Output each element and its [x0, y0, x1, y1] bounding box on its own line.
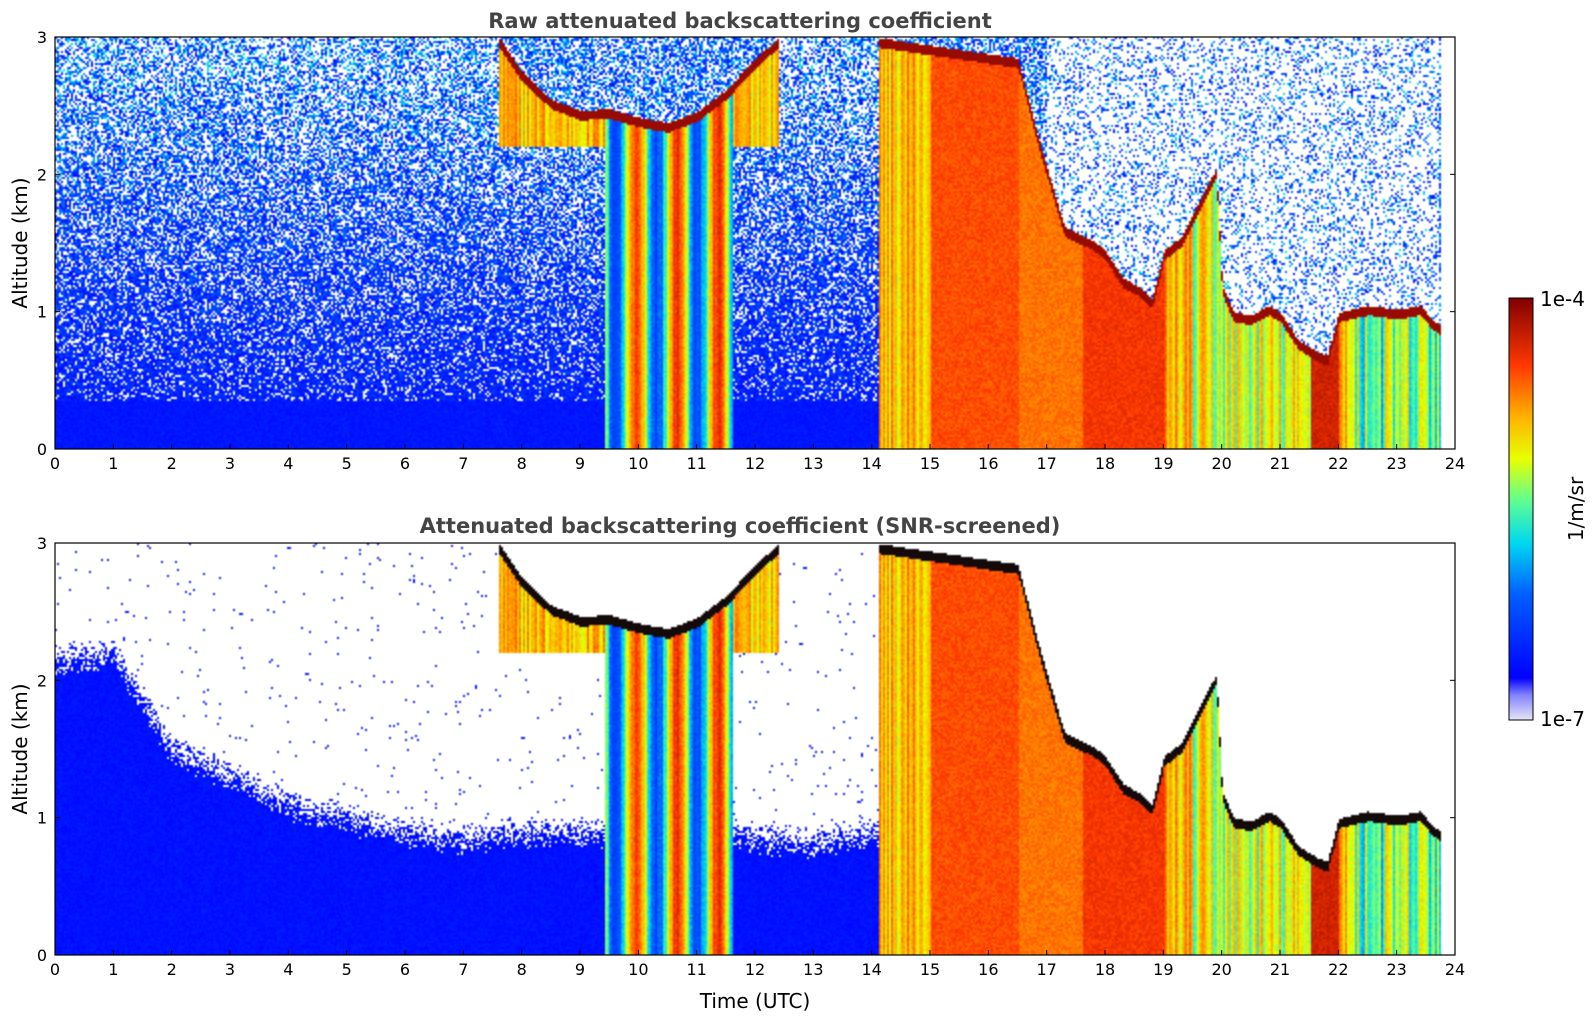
x-tick-label: 16: [978, 960, 998, 979]
y-tick-label: 0: [37, 440, 47, 459]
x-tick-label: 21: [1270, 960, 1290, 979]
x-tick-label: 15: [920, 454, 940, 473]
x-tick-label: 6: [400, 960, 410, 979]
x-tick-label: 2: [167, 960, 177, 979]
x-tick-label: 13: [803, 454, 823, 473]
x-tick-label: 7: [458, 454, 468, 473]
raw-panel-title: Raw attenuated backscattering coefficien…: [488, 9, 992, 33]
x-tick-label: 13: [803, 960, 823, 979]
colorbar-gradient: [1508, 297, 1534, 721]
x-tick-label: 9: [575, 454, 585, 473]
x-tick-label: 19: [1153, 960, 1173, 979]
x-tick-label: 14: [861, 960, 881, 979]
y-tick-label: 2: [37, 671, 47, 690]
x-tick-label: 12: [745, 960, 765, 979]
y-tick-label: 0: [37, 946, 47, 965]
x-tick-label: 6: [400, 454, 410, 473]
x-tick-label: 3: [225, 454, 235, 473]
x-tick-label: 8: [517, 454, 527, 473]
screened-panel: Attenuated backscattering coefficient (S…: [8, 514, 1465, 1013]
x-tick-label: 19: [1153, 454, 1173, 473]
colorbar-max-label: 1e-4: [1540, 287, 1585, 311]
x-tick-label: 2: [167, 454, 177, 473]
x-tick-label: 16: [978, 454, 998, 473]
x-tick-label: 23: [1386, 454, 1406, 473]
x-tick-label: 20: [1211, 454, 1231, 473]
screened-axes: 0 1 2 3 4 5 6 7 8 9 10 11 12 13 14 15 16 17 18 19 20 21 22 23 24…: [37, 534, 1465, 979]
x-tick-label: 1: [108, 960, 118, 979]
x-tick-label: 9: [575, 960, 585, 979]
x-tick-label: 4: [283, 454, 293, 473]
screened-y-axis-label: Altitude (km): [8, 683, 32, 814]
x-tick-label: 17: [1036, 454, 1056, 473]
colorbar-unit-label: 1/m/sr: [1564, 476, 1588, 541]
x-tick-label: 11: [686, 960, 706, 979]
y-tick-label: 1: [37, 303, 47, 322]
screened-heatmap: [55, 543, 1455, 955]
screened-panel-title: Attenuated backscattering coefficient (S…: [420, 514, 1061, 538]
y-tick-label: 3: [37, 28, 47, 47]
raw-axes: 0 1 2 3 4 5 6 7 8 9 10 11 12 13 14 15 16 17 18 19 20 21 22 23 24…: [37, 28, 1465, 473]
x-tick-label: 3: [225, 960, 235, 979]
raw-panel: Raw attenuated backscattering coefficien…: [8, 9, 1465, 473]
x-tick-label: 5: [342, 454, 352, 473]
x-tick-label: 22: [1328, 454, 1348, 473]
x-axis-label: Time (UTC): [699, 989, 811, 1013]
y-tick-label: 3: [37, 534, 47, 553]
x-tick-label: 15: [920, 960, 940, 979]
x-tick-label: 1: [108, 454, 118, 473]
x-tick-label: 4: [283, 960, 293, 979]
x-tick-label: 23: [1386, 960, 1406, 979]
x-tick-label: 17: [1036, 960, 1056, 979]
x-tick-label: 5: [342, 960, 352, 979]
raw-y-axis-label: Altitude (km): [8, 177, 32, 308]
x-tick-label: 18: [1095, 454, 1115, 473]
colorbar-min-label: 1e-7: [1540, 707, 1585, 731]
x-tick-label: 22: [1328, 960, 1348, 979]
x-tick-label: 10: [628, 454, 648, 473]
x-tick-label: 21: [1270, 454, 1290, 473]
x-tick-label: 20: [1211, 960, 1231, 979]
colorbar: 1e-4 1e-7 1/m/sr: [1508, 287, 1588, 731]
x-tick-label: 24: [1445, 454, 1465, 473]
x-tick-label: 14: [861, 454, 881, 473]
x-tick-label: 8: [517, 960, 527, 979]
x-tick-label: 0: [50, 960, 60, 979]
y-tick-label: 2: [37, 165, 47, 184]
x-tick-label: 18: [1095, 960, 1115, 979]
x-tick-label: 7: [458, 960, 468, 979]
x-tick-label: 11: [686, 454, 706, 473]
x-tick-label: 12: [745, 454, 765, 473]
raw-heatmap: [55, 37, 1455, 449]
x-tick-label: 24: [1445, 960, 1465, 979]
x-tick-label: 10: [628, 960, 648, 979]
y-tick-label: 1: [37, 809, 47, 828]
x-tick-label: 0: [50, 454, 60, 473]
